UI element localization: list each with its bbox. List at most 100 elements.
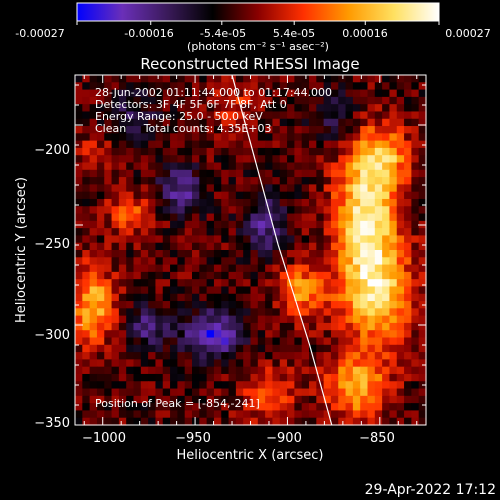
heatmap-cell (265, 264, 274, 273)
heatmap-cell (301, 147, 310, 156)
heatmap-cell (382, 330, 391, 339)
heatmap-cell (411, 250, 420, 258)
heatmap-cell (294, 315, 303, 324)
heatmap-cell (235, 395, 244, 404)
heatmap-cell (382, 308, 391, 317)
heatmap-cell (243, 264, 252, 273)
heatmap-cell (235, 147, 244, 156)
heatmap-cell (345, 359, 354, 368)
heatmap-cell (170, 169, 178, 178)
heatmap-cell (360, 301, 369, 309)
heatmap-cell (235, 410, 244, 419)
heatmap-cell (162, 315, 171, 324)
heatmap-cell (301, 293, 310, 302)
heatmap-cell (418, 250, 427, 258)
heatmap-cell (279, 308, 288, 317)
heatmap-cell (316, 257, 325, 266)
heatmap-cell (228, 308, 237, 317)
heatmap-cell (206, 293, 215, 302)
heatmap-cell (338, 410, 347, 419)
heatmap-cell (235, 257, 244, 266)
heatmap-cell (272, 162, 281, 171)
heatmap-cell (199, 286, 208, 295)
heatmap-cell (213, 417, 222, 426)
heatmap-cell (338, 403, 347, 412)
heatmap-cell (170, 184, 178, 193)
heatmap-cell (389, 126, 398, 134)
heatmap-cell (294, 169, 303, 178)
heatmap-cell (338, 82, 347, 91)
heatmap-cell (104, 417, 113, 426)
heatmap-cell (235, 82, 244, 91)
heatmap-cell (228, 140, 237, 149)
heatmap-cell (162, 373, 171, 382)
heatmap-cell (338, 126, 347, 134)
heatmap-cell (243, 133, 252, 142)
heatmap-cell (243, 213, 252, 222)
heatmap-cell (184, 228, 193, 237)
heatmap-cell (177, 293, 186, 302)
heatmap-cell (111, 184, 120, 193)
heatmap-cell (170, 250, 178, 258)
heatmap-cell (111, 322, 120, 331)
heatmap-cell (170, 75, 178, 83)
heatmap-cell (389, 147, 398, 156)
heatmap-cell (316, 322, 325, 331)
heatmap-cell (265, 373, 274, 382)
heatmap-cell (82, 191, 91, 200)
heatmap-cell (316, 184, 325, 193)
heatmap-cell (382, 257, 391, 266)
heatmap-cell (155, 89, 164, 98)
heatmap-cell (118, 352, 127, 360)
heatmap-cell (360, 395, 369, 404)
heatmap-cell (374, 177, 383, 185)
heatmap-cell (279, 147, 288, 156)
heatmap-cell (133, 220, 142, 229)
heatmap-cell (111, 315, 120, 324)
heatmap-cell (301, 308, 310, 317)
heatmap-cell (294, 322, 303, 331)
heatmap-cell (265, 337, 274, 346)
heatmap-cell (360, 322, 369, 331)
heatmap-cell (345, 279, 354, 288)
heatmap-cell (279, 279, 288, 288)
heatmap-cell (287, 75, 295, 83)
heatmap-cell (396, 337, 405, 346)
heatmap-cell (118, 133, 127, 142)
heatmap-cell (374, 126, 383, 134)
heatmap-cell (177, 228, 186, 237)
heatmap-cell (126, 293, 135, 302)
heatmap-cell (235, 96, 244, 105)
x-axis-label: Heliocentric X (arcsec) (177, 448, 324, 463)
heatmap-cell (330, 126, 339, 134)
heatmap-cell (367, 155, 376, 164)
heatmap-cell (352, 220, 361, 229)
heatmap-cell (111, 279, 120, 288)
heatmap-cell (323, 118, 332, 127)
heatmap-cell (389, 96, 398, 105)
heatmap-cell (75, 417, 83, 426)
heatmap-cell (75, 162, 83, 171)
heatmap-cell (126, 322, 135, 331)
heatmap-cell (250, 235, 259, 244)
heatmap-cell (330, 308, 339, 317)
heatmap-cell (162, 330, 171, 339)
heatmap-cell (228, 118, 237, 127)
heatmap-cell (184, 301, 193, 309)
heatmap-cell (382, 191, 391, 200)
heatmap-cell (96, 133, 105, 142)
heatmap-cell (330, 162, 339, 171)
heatmap-cell (104, 410, 113, 419)
heatmap-cell (162, 322, 171, 331)
heatmap-cell (140, 344, 149, 353)
heatmap-cell (301, 177, 310, 185)
heatmap-cell (279, 162, 288, 171)
heatmap-cell (192, 301, 200, 309)
heatmap-cell (279, 169, 288, 178)
heatmap-cell (374, 271, 383, 280)
heatmap-cell (177, 169, 186, 178)
heatmap-cell (250, 344, 259, 353)
annotation-clean-counts: Clean Total counts: 4.35E+03 (95, 122, 272, 135)
heatmap-cell (184, 373, 193, 382)
heatmap-cell (345, 417, 354, 426)
